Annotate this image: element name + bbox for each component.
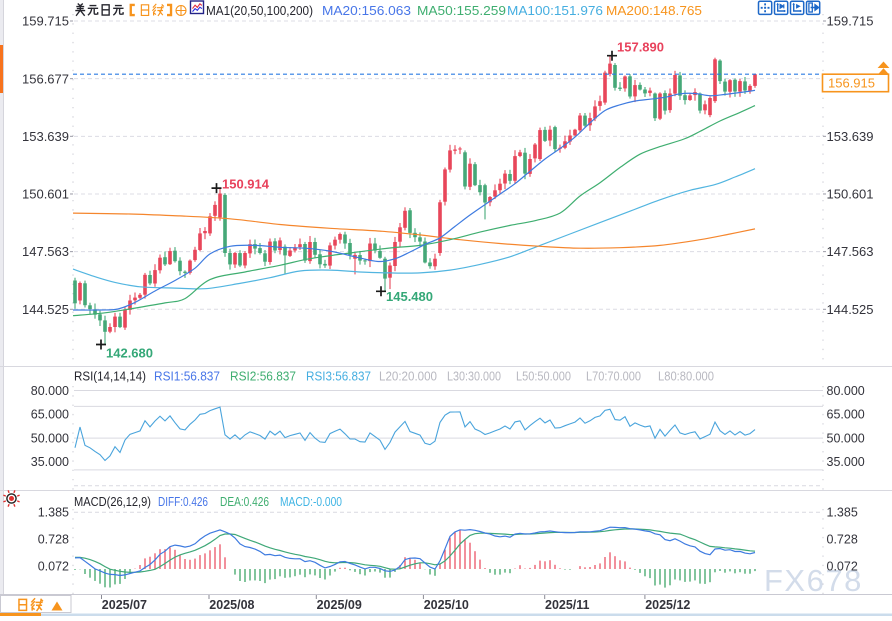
svg-text:0.728: 0.728 <box>827 533 858 547</box>
svg-text:65.000: 65.000 <box>827 408 865 422</box>
svg-text:MA50:155.259: MA50:155.259 <box>417 4 506 18</box>
svg-text:144.525: 144.525 <box>827 302 874 317</box>
svg-text:156.677: 156.677 <box>22 71 69 86</box>
svg-text:RSI(14,14,14): RSI(14,14,14) <box>74 370 146 384</box>
svg-text:35.000: 35.000 <box>827 455 865 469</box>
svg-text:2025/12: 2025/12 <box>645 598 690 612</box>
svg-text:50.000: 50.000 <box>827 431 865 445</box>
svg-text:150.914: 150.914 <box>222 177 270 192</box>
svg-text:L70:70.000: L70:70.000 <box>586 370 641 384</box>
svg-text:MACD(26,12,9): MACD(26,12,9) <box>74 495 151 509</box>
svg-text:RSI3:56.837: RSI3:56.837 <box>306 370 371 384</box>
svg-text:RSI2:56.837: RSI2:56.837 <box>230 370 296 384</box>
svg-text:2025/07: 2025/07 <box>102 598 147 612</box>
svg-text:MA20:156.063: MA20:156.063 <box>322 4 411 18</box>
svg-text:142.680: 142.680 <box>106 346 153 361</box>
svg-text:147.563: 147.563 <box>827 244 874 259</box>
svg-text:1.385: 1.385 <box>827 506 858 520</box>
svg-text:L80:80.000: L80:80.000 <box>658 370 714 384</box>
svg-text:150.601: 150.601 <box>827 187 874 202</box>
svg-text:0.728: 0.728 <box>38 533 69 547</box>
svg-text:MA1(20,50,100,200): MA1(20,50,100,200) <box>206 4 313 18</box>
svg-text:2025/09: 2025/09 <box>317 598 362 612</box>
svg-text:144.525: 144.525 <box>22 302 69 317</box>
svg-text:147.563: 147.563 <box>22 244 69 259</box>
svg-text:MA200:148.765: MA200:148.765 <box>606 4 702 18</box>
svg-text:153.639: 153.639 <box>827 129 874 144</box>
svg-text:FX678: FX678 <box>764 563 863 598</box>
svg-text:MA100:151.976: MA100:151.976 <box>507 4 603 18</box>
svg-text:156.915: 156.915 <box>828 75 875 90</box>
svg-text:153.639: 153.639 <box>22 129 69 144</box>
svg-text:L20:20.000: L20:20.000 <box>379 370 437 384</box>
svg-text:DIFF:0.426: DIFF:0.426 <box>158 495 208 509</box>
svg-text:80.000: 80.000 <box>827 384 865 398</box>
svg-text:159.715: 159.715 <box>827 14 874 29</box>
svg-text:157.890: 157.890 <box>617 40 664 55</box>
svg-text:65.000: 65.000 <box>31 408 69 422</box>
svg-text:MACD:-0.000: MACD:-0.000 <box>280 495 342 509</box>
svg-text:0.072: 0.072 <box>38 559 69 573</box>
svg-text:145.480: 145.480 <box>386 289 433 304</box>
svg-text:2025/10: 2025/10 <box>424 598 469 612</box>
svg-text:159.715: 159.715 <box>22 14 69 29</box>
svg-text:150.601: 150.601 <box>22 187 69 202</box>
svg-text:80.000: 80.000 <box>31 384 69 398</box>
svg-text:RSI1:56.837: RSI1:56.837 <box>154 370 220 384</box>
svg-text:L30:30.000: L30:30.000 <box>447 370 501 384</box>
svg-text:35.000: 35.000 <box>31 455 69 469</box>
svg-text:2025/11: 2025/11 <box>545 598 590 612</box>
svg-text:2025/08: 2025/08 <box>209 598 254 612</box>
svg-text:50.000: 50.000 <box>31 431 69 445</box>
svg-text:L50:50.000: L50:50.000 <box>516 370 571 384</box>
svg-text:1.385: 1.385 <box>38 506 69 520</box>
svg-text:DEA:0.426: DEA:0.426 <box>220 495 269 509</box>
svg-text:0.072: 0.072 <box>827 559 858 573</box>
